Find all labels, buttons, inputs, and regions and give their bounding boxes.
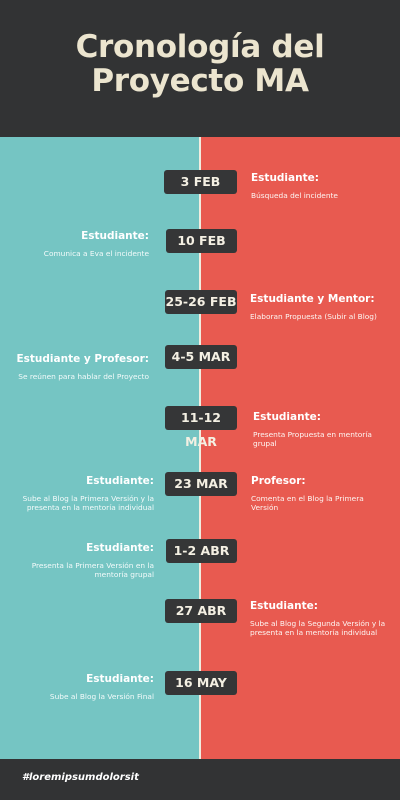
event-description: Presenta Propuesta en mentoría grupal xyxy=(253,430,372,448)
event-actor: Estudiante: xyxy=(251,172,319,184)
event-27-abr: Estudiante: Sube al Blog la Segunda Vers… xyxy=(250,600,390,637)
event-actor: Estudiante: xyxy=(86,673,154,685)
date-pill-25-26-feb: 25-26 FEB xyxy=(165,290,237,314)
event-actor: Estudiante: xyxy=(81,230,149,242)
event-3-feb: Estudiante: Búsqueda del incidente xyxy=(251,172,391,200)
event-11-12-mar: Estudiante: Presenta Propuesta en mentor… xyxy=(253,411,381,448)
event-description: Comunica a Eva el incidente xyxy=(43,249,149,258)
event-description: Se reúnen para hablar del Proyecto xyxy=(18,372,149,381)
event-actor: Estudiante: xyxy=(86,542,154,554)
title-line-1: Cronología del xyxy=(75,29,325,65)
event-description: Sube al Blog la Segunda Versión y la pre… xyxy=(250,619,386,637)
event-actor: Estudiante: xyxy=(250,600,318,612)
footer-hashtag: #loremipsumdolorsit xyxy=(22,772,139,783)
event-actor: Estudiante y Profesor: xyxy=(16,353,149,365)
event-1-2-abr: Estudiante: Presenta la Primera Versión … xyxy=(14,542,154,579)
date-pill-10-feb: 10 FEB xyxy=(166,229,237,253)
event-actor: Profesor: xyxy=(251,475,306,487)
event-description: Sube al Blog la Primera Versión y la pre… xyxy=(22,494,154,512)
date-pill-1-2-abr: 1-2 ABR xyxy=(166,539,237,563)
event-23-mar-student: Estudiante: Sube al Blog la Primera Vers… xyxy=(14,475,154,512)
event-23-mar-professor: Profesor: Comenta en el Blog la Primera … xyxy=(251,475,391,512)
event-description: Elaboran Propuesta (Subir al Blog) xyxy=(250,312,377,321)
event-actor: Estudiante y Mentor: xyxy=(250,293,375,305)
event-4-5-mar: Estudiante y Profesor: Se reúnen para ha… xyxy=(9,353,149,381)
date-pill-3-feb: 3 FEB xyxy=(164,170,237,194)
date-pill-16-may: 16 MAY xyxy=(165,671,237,695)
event-description: Comenta en el Blog la Primera Versión xyxy=(251,494,364,512)
event-description: Presenta la Primera Versión en la mentor… xyxy=(31,561,154,579)
event-actor: Estudiante: xyxy=(253,411,321,423)
footer xyxy=(0,759,400,800)
event-actor: Estudiante: xyxy=(86,475,154,487)
event-16-may: Estudiante: Sube al Blog la Versión Fina… xyxy=(14,673,154,701)
date-pill-27-abr: 27 ABR xyxy=(165,599,237,623)
event-description: Búsqueda del incidente xyxy=(251,191,338,200)
event-10-feb: Estudiante: Comunica a Eva el incidente xyxy=(9,230,149,258)
title-line-2: Proyecto MA xyxy=(91,63,309,99)
date-pill-23-mar: 23 MAR xyxy=(165,472,237,496)
page-title: Cronología del Proyecto MA xyxy=(0,30,400,98)
event-description: Sube al Blog la Versión Final xyxy=(49,692,154,701)
event-25-26-feb: Estudiante y Mentor: Elaboran Propuesta … xyxy=(250,293,390,321)
date-pill-4-5-mar: 4-5 MAR xyxy=(165,345,237,369)
header: Cronología del Proyecto MA xyxy=(0,0,400,137)
timeline-axis xyxy=(199,137,201,759)
date-pill-11-12-mar: 11-12 MAR xyxy=(165,406,237,449)
